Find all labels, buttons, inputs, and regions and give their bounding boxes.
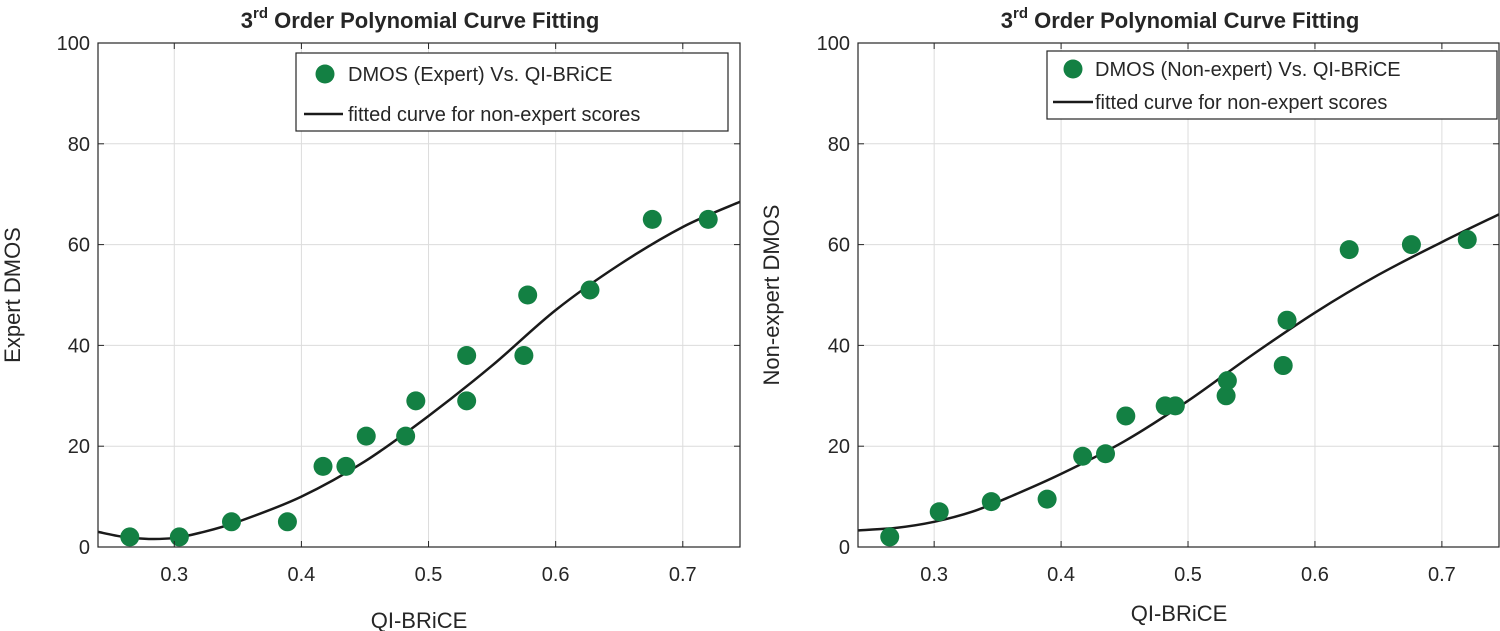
- chart-right-legend: DMOS (Non-expert) Vs. QI-BRiCE fitted cu…: [1046, 50, 1498, 120]
- chart-left-ytick-label: 0: [79, 537, 90, 559]
- chart-left-ticks: 0.3 0.4 0.5 0.6 0.7 0 20 40 60 80 100: [57, 33, 740, 586]
- chart-left-data-point: [120, 527, 140, 547]
- chart-right-ytick-label: 20: [828, 436, 850, 458]
- chart-left-legend-label-1: fitted curve for non-expert scores: [348, 104, 640, 126]
- chart-right-data-point: [1401, 235, 1421, 255]
- chart-right-legend-box: [1046, 50, 1498, 120]
- chart-left-axes-box: [97, 42, 741, 548]
- chart-left-title-post: Order Polynomial Curve Fitting: [268, 8, 599, 33]
- chart-right-curve-layer: [857, 213, 1500, 532]
- chart-left-title-pre: 3: [241, 8, 253, 33]
- chart-right-ytick-label: 0: [839, 537, 850, 559]
- chart-left-xtick-label: 0.5: [415, 564, 443, 586]
- chart-right-title-pre: 3: [1001, 8, 1013, 33]
- chart-left-legend-label-0: DMOS (Expert) Vs. QI-BRiCE: [348, 64, 612, 86]
- chart-left-points: [120, 209, 718, 547]
- chart-left-data-point: [221, 512, 241, 532]
- chart-right-xtick-label: 0.6: [1301, 564, 1329, 586]
- chart-left-ytick-label: 40: [68, 335, 90, 357]
- chart-right-data-point: [1116, 406, 1136, 426]
- chart-right-data-point: [1457, 230, 1477, 250]
- chart-left-xlabel: QI-BRiCE: [371, 608, 468, 631]
- chart-left-data-point: [518, 285, 538, 305]
- chart-right-title-sup: rd: [1013, 5, 1028, 22]
- chart-right-xlabel: QI-BRiCE: [1131, 601, 1228, 626]
- chart-left-xtick-label: 0.6: [542, 564, 570, 586]
- chart-right-xtick-label: 0.7: [1428, 564, 1456, 586]
- chart-right-title-post: Order Polynomial Curve Fitting: [1028, 8, 1359, 33]
- chart-right-ytick-label: 80: [828, 134, 850, 156]
- chart-left-ytick-label: 60: [68, 235, 90, 257]
- chart-left-data-point: [457, 345, 477, 365]
- chart-left-legend-marker: [315, 64, 335, 84]
- chart-left-data-point: [356, 426, 376, 446]
- chart-left-ytick-label: 100: [57, 33, 90, 55]
- chart-right-data-point: [1165, 396, 1185, 416]
- chart-left-data-point: [406, 391, 426, 411]
- chart-left-ytick-label: 80: [68, 134, 90, 156]
- chart-left-ylabel: Expert DMOS: [0, 227, 25, 363]
- chart-left-data-point: [514, 345, 534, 365]
- chart-left-title: 3rd Order Polynomial Curve Fitting: [241, 5, 600, 33]
- chart-right-legend-marker: [1063, 59, 1083, 79]
- chart-left-legend: DMOS (Expert) Vs. QI-BRiCE fitted curve …: [295, 52, 729, 132]
- chart-right-data-point: [1073, 446, 1093, 466]
- chart-left-data-point: [313, 456, 333, 476]
- chart-left-data-point: [336, 456, 356, 476]
- chart-right-axes-box: [857, 42, 1500, 548]
- chart-right-ytick-label: 60: [828, 235, 850, 257]
- chart-right-ytick-label: 40: [828, 335, 850, 357]
- chart-left-data-point: [698, 209, 718, 229]
- chart-right-ylabel: Non-expert DMOS: [759, 205, 784, 386]
- chart-right-fitted-curve: [857, 213, 1500, 532]
- chart-right-data-point: [1217, 371, 1237, 391]
- chart-right-legend-label-1: fitted curve for non-expert scores: [1095, 92, 1387, 114]
- chart-left-fitted-curve: [97, 200, 741, 541]
- chart-left-data-point: [580, 280, 600, 300]
- chart-right-grid: [858, 43, 1499, 547]
- chart-right-legend-label-0: DMOS (Non-expert) Vs. QI-BRiCE: [1095, 59, 1401, 81]
- chart-right-xtick-label: 0.3: [920, 564, 948, 586]
- chart-left-data-point: [396, 426, 416, 446]
- chart-left-data-point: [277, 512, 297, 532]
- chart-right-data-point: [1037, 489, 1057, 509]
- chart-right-data-point: [1339, 240, 1359, 260]
- chart-right: 3rd Order Polynomial Curve Fitting 0.3 0.…: [759, 5, 1500, 626]
- chart-right-ticks: 0.3 0.4 0.5 0.6 0.7 0 20 40 60 80 100: [817, 33, 1499, 586]
- chart-left-data-point: [169, 527, 189, 547]
- chart-left-data-point: [457, 391, 477, 411]
- chart-right-data-point: [1216, 386, 1236, 406]
- chart-left-xtick-label: 0.3: [160, 564, 188, 586]
- chart-right-data-point: [880, 527, 900, 547]
- chart-right-xtick-label: 0.4: [1047, 564, 1075, 586]
- chart-right-data-point: [1273, 356, 1293, 376]
- chart-right-data-point: [929, 502, 949, 522]
- chart-left-xtick-label: 0.7: [669, 564, 697, 586]
- chart-right-title: 3rd Order Polynomial Curve Fitting: [1001, 5, 1360, 33]
- chart-right-points: [880, 230, 1477, 547]
- chart-left-curve-layer: [97, 200, 741, 541]
- chart-left-legend-box: [295, 52, 729, 132]
- chart-right-data-point: [1096, 444, 1116, 464]
- chart-right-data-point: [981, 492, 1001, 512]
- chart-left: 3rd Order Polynomial Curve Fitting 0.3 0.…: [0, 5, 741, 631]
- chart-left-xtick-label: 0.4: [287, 564, 315, 586]
- chart-right-xtick-label: 0.5: [1174, 564, 1202, 586]
- chart-left-data-point: [642, 209, 662, 229]
- chart-right-ytick-label: 100: [817, 33, 850, 55]
- chart-right-data-point: [1277, 310, 1297, 330]
- chart-left-title-sup: rd: [253, 5, 268, 22]
- chart-left-ytick-label: 20: [68, 436, 90, 458]
